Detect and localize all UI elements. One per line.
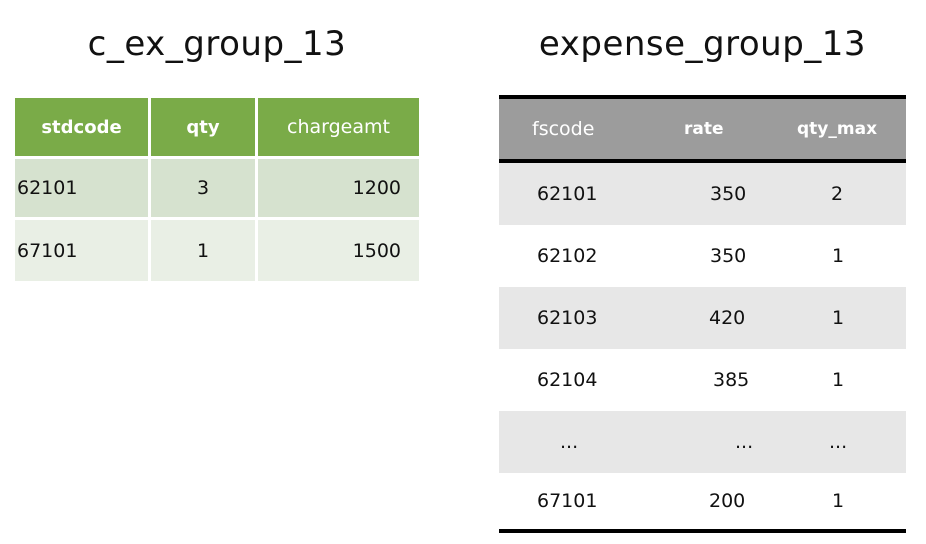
table-cell: 62101 (537, 183, 598, 205)
table-cell: 420 (709, 307, 746, 329)
top-rule (499, 95, 906, 99)
left-table-title: c_ex_group_13 (87, 24, 347, 64)
table-cell: 385 (713, 369, 750, 391)
table-cell: 67101 (15, 220, 148, 281)
table-row: ... ... ... (499, 411, 906, 473)
header-row: fscode rate qty_max (499, 99, 906, 159)
table-cell: 350 (710, 245, 747, 267)
table-cell: 1500 (258, 220, 419, 281)
right-table-title: expense_group_13 (538, 24, 867, 64)
table-cell: ... (560, 431, 579, 453)
table-row: 62102 350 1 (499, 225, 906, 287)
bottom-rule (499, 529, 906, 533)
table-cell: 1 (832, 245, 845, 267)
table-cell: 2 (831, 183, 844, 205)
table-cell: 3 (151, 159, 255, 217)
table-cell: ... (735, 431, 754, 453)
column-header-qty: qty (151, 98, 255, 156)
table-cell: 62104 (537, 369, 598, 391)
table-cell: 62101 (15, 159, 148, 217)
column-header-qty-max: qty_max (797, 119, 878, 139)
table-cell: 1 (832, 490, 845, 512)
table-row: 62104 385 1 (499, 349, 906, 411)
table-cell: 62102 (537, 245, 598, 267)
table-row: 62101 350 2 (499, 163, 906, 225)
header-rule (499, 159, 906, 163)
table-cell: 62103 (537, 307, 598, 329)
table-cell: 1 (832, 369, 845, 391)
table-cell: 1 (832, 307, 845, 329)
table-row: 62103 420 1 (499, 287, 906, 349)
table-cell: 1 (151, 220, 255, 281)
table-cell: 200 (709, 490, 746, 512)
column-header-fscode: fscode (532, 118, 595, 140)
table-cell: ... (829, 431, 848, 453)
expense-group-table: fscode rate qty_max 62101 350 2 62102 35… (499, 95, 906, 533)
column-header-rate: rate (684, 119, 724, 139)
column-header-stdcode: stdcode (15, 98, 148, 156)
column-header-chargeamt: chargeamt (258, 98, 419, 156)
table-cell: 67101 (537, 490, 598, 512)
table-cell: 350 (710, 183, 747, 205)
table-cell: 1200 (258, 159, 419, 217)
table-row: 67101 200 1 (499, 473, 906, 529)
